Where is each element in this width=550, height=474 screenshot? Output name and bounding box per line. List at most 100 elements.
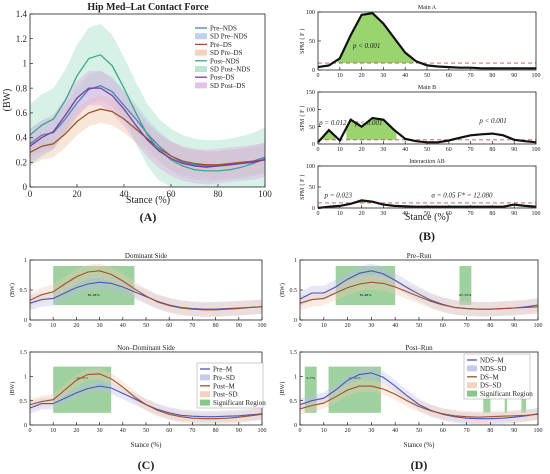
x-tick-label: 40 [392,323,398,329]
legend-patch-3 [195,49,207,56]
x-tick-label: 30 [380,73,386,79]
legend-entry: Pre–DS [210,41,232,49]
mean-line-0 [299,372,539,420]
subplot-title: Post–Run [405,344,433,352]
x-tick-label: 20 [73,428,79,434]
subplot-0: 10–45% 0 10 20 30 40 50 60 70 80 90 100 0 0.5 1 (BW) Dom… [9,252,267,329]
x-tick-label: 40 [120,323,126,329]
p-value-annotation: α = 0.05 F* = 12.080 [431,192,493,200]
significant-fill [322,130,336,140]
y-tick-label: 0 [294,318,297,324]
x-tick-label: 90 [511,211,517,217]
x-tick-label: 100 [532,147,541,153]
legend-entry: Post–NDS [210,57,240,65]
sd-band-3 [30,70,265,185]
x-tick-label: 0 [299,428,302,434]
panel-d: 15–40% 67–72%0 10 20 30 40 50 60 70 80 90 10000.51(… [279,252,543,472]
x-tick-label: 10 [337,147,343,153]
x-tick-label: 0 [28,189,33,199]
x-tick-label: 30 [380,147,386,153]
legend-entry: NDS–M [480,357,505,365]
x-tick-label: 60 [166,323,172,329]
significant-region [459,266,472,305]
panel-label-b: (B) [419,229,435,243]
subplot-title: Dominant Side [125,252,167,260]
y-axis-label: SPM { F } [300,105,306,131]
x-tick-label: 90 [511,73,517,79]
x-tick-label: 90 [236,428,242,434]
legend-entry: SD Pre–DS [210,49,243,57]
y-axis-label: (BW) [9,283,16,297]
x-tick-label: 80 [487,323,493,329]
y-tick-label: 50 [309,125,315,131]
x-tick-label: 10 [321,323,327,329]
x-tick-label: 90 [511,323,517,329]
y-axis-label: SPM { F } [300,28,306,54]
legend-entry: Pre–M [213,366,233,374]
legend-patch-1 [467,365,477,372]
mean-line-3 [29,87,266,168]
x-tick-label: 80 [213,323,219,329]
y-tick-label: 150 [306,90,315,96]
x-tick-label: 70 [189,428,195,434]
y-tick-label: 0.8 [16,83,28,93]
y-tick-label: 0.5 [290,399,298,405]
legend-patch-4 [467,390,477,397]
chart-title: Hip Med–Lat Contact Force [87,2,209,13]
x-tick-label: 100 [258,189,272,199]
legend-patch-1 [195,33,207,40]
x-tick-label: 80 [489,211,495,217]
x-tick-label: 40 [402,211,408,217]
y-tick-label: 100 [306,10,315,16]
significant-fill [346,118,397,140]
y-axis-label: (BW) [279,283,286,297]
subplot-title: Interaction AB [409,159,445,165]
spm-subplot-2: 0 10 20 30 40 50 60 70 80 90 100 0 50 100 Interaction … [300,159,541,217]
x-tick-label: 70 [468,73,474,79]
p-value-annotation: p < 0.001 [478,117,506,125]
x-tick-label: 40 [392,428,398,434]
legend-entry: SD Pre–NDS [210,33,248,41]
legend-patch-3 [200,391,210,398]
legend-patch-4 [200,399,210,406]
legend-patch-7 [195,82,207,89]
x-tick-label: 80 [213,428,219,434]
sd-band-1 [30,368,262,425]
x-tick-label: 70 [464,323,470,329]
plot-frame [317,165,537,209]
x-tick-label: 40 [120,189,130,199]
spm-subplot-0: 0 10 20 30 40 50 60 70 80 90 100 0 50 100 Main A SPM { … [300,5,541,79]
region-label: 15–40% [359,293,372,297]
y-tick-label: 0.5 [20,399,28,405]
p-value-annotation: p < 0.001 [352,42,380,50]
legend-entry: DS–M [480,373,499,381]
panel-label-a: (A) [140,210,157,224]
x-tick-label: 100 [258,323,267,329]
x-tick-label: 0 [299,323,302,329]
y-tick-label: 1.5 [290,350,298,356]
sd-band-0 [300,263,538,317]
x-tick-label: 90 [236,323,242,329]
spm-curve [317,12,536,70]
p-value-annotation: p < 0.001 [354,119,382,127]
legend-patch-1 [200,374,210,381]
x-tick-label: 40 [120,428,126,434]
legend-entry: Pre–SD [213,374,235,382]
x-tick-label: 90 [511,147,517,153]
legend-entry: Post–SD [213,391,238,399]
x-tick-label: 100 [534,323,543,329]
x-tick-label: 100 [532,73,541,79]
x-tick-label: 60 [440,428,446,434]
x-tick-label: 20 [73,189,83,199]
region-label: 12–34% [349,376,362,380]
y-tick-label: 0 [312,68,315,74]
region-label: 10–45% [88,293,101,297]
y-tick-label: 0 [312,206,315,212]
y-tick-label: 0 [294,423,297,429]
x-tick-label: 70 [464,428,470,434]
subplot-1: 2–7%12–34%77–80%86–87%93–95%010203040506… [279,344,543,434]
legend-entry: Significant Region [213,399,266,407]
